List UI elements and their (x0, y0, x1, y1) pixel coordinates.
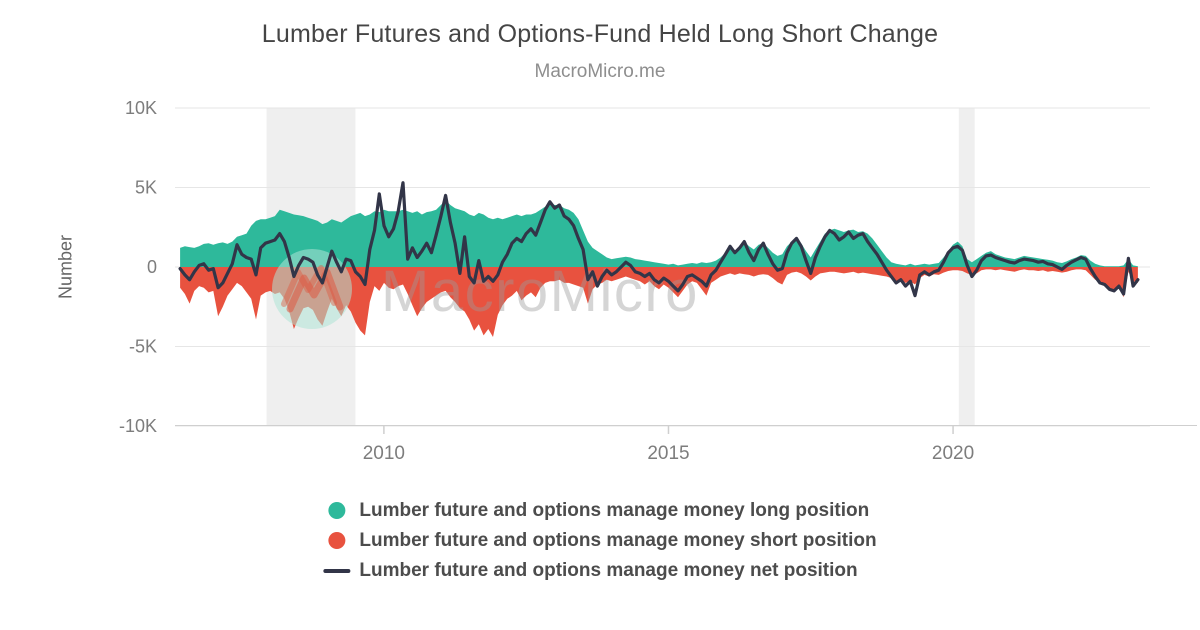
legend-marker-net-icon (323, 568, 351, 573)
watermark-text: MacroMicro (381, 259, 699, 324)
chart-subtitle: MacroMicro.me (534, 61, 666, 82)
legend-marker-long-icon (323, 502, 350, 519)
long-position-area (180, 200, 1138, 267)
net-position-line (178, 181, 1140, 298)
x-tick-label: 2010 (363, 443, 405, 464)
legend-label-long: Lumber future and options manage money l… (359, 499, 870, 521)
x-tick-label: 2020 (932, 443, 974, 464)
legend-item-short[interactable]: Lumber future and options manage money s… (323, 529, 877, 551)
legend-item-long[interactable]: Lumber future and options manage money l… (323, 499, 876, 521)
y-tick-label: -10K (119, 416, 157, 436)
y-tick-label: 5K (135, 178, 157, 198)
watermark-logo-icon (286, 268, 344, 313)
y-tick-label: 10K (125, 98, 157, 118)
y-tick-label: -5K (129, 337, 157, 357)
y-tick-label: 0 (147, 257, 157, 277)
chart-title: Lumber Futures and Options-Fund Held Lon… (261, 20, 939, 48)
legend-marker-short-icon (323, 532, 350, 549)
x-tick-label: 2015 (647, 443, 689, 464)
legend-item-net[interactable]: Lumber future and options manage money n… (323, 559, 876, 581)
legend: Lumber future and options manage money l… (323, 499, 877, 591)
legend-label-net: Lumber future and options manage money n… (359, 559, 858, 581)
short-position-area (180, 267, 1138, 337)
legend-label-short: Lumber future and options manage money s… (359, 529, 877, 551)
